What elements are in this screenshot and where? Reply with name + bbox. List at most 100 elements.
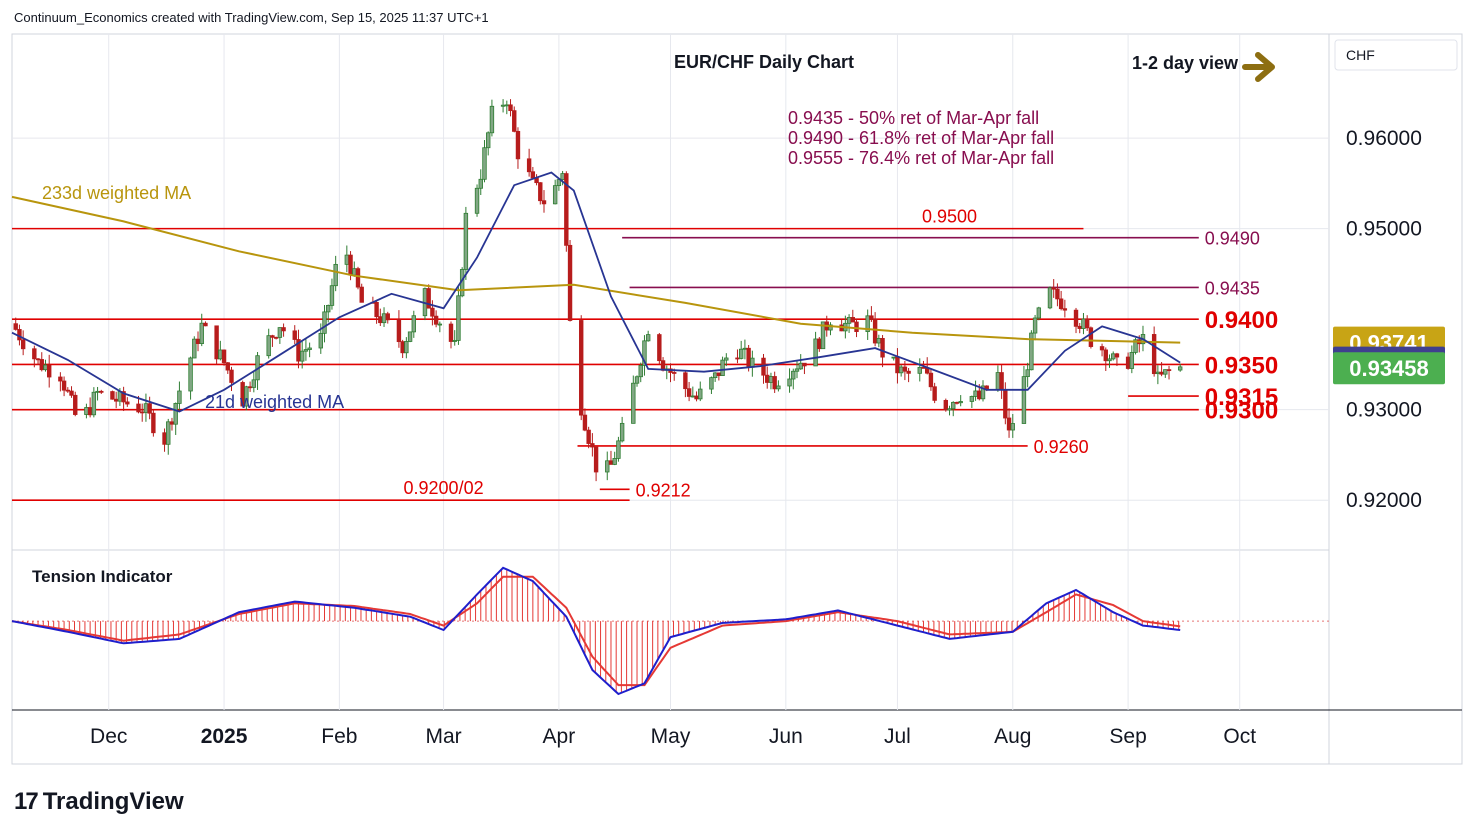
support-resistance-levels: 0.9500 0.9490 0.9435 0.9400 0.9350 0.93150.93…	[12, 207, 1278, 502]
candle-body	[99, 390, 104, 393]
candle-body	[84, 407, 89, 415]
candle-body	[1177, 366, 1183, 371]
candle-body	[113, 398, 119, 402]
candle-body	[95, 390, 100, 393]
candle-body	[582, 414, 588, 431]
candle-body	[854, 321, 859, 332]
candle-body	[709, 377, 714, 390]
level-label: 0.9350	[1205, 352, 1278, 379]
candle-body	[1058, 298, 1064, 310]
candle-body	[173, 403, 178, 425]
candle-body	[787, 378, 792, 387]
candle-body	[151, 412, 156, 434]
candlesticks	[13, 99, 1183, 482]
moving-averages	[11, 171, 1181, 413]
candle-body	[348, 254, 353, 276]
candle-body	[426, 288, 431, 309]
x-tick-label: Oct	[1223, 725, 1256, 748]
candle-body	[917, 367, 922, 374]
last-price-tag: 0.93458	[1349, 356, 1429, 381]
candle-body	[943, 399, 949, 411]
y-tick-label: 0.92000	[1346, 489, 1422, 512]
candle-body	[277, 327, 283, 338]
candle-body	[947, 408, 952, 411]
candle-body	[712, 372, 718, 379]
candle-body	[846, 317, 852, 324]
candle-body	[619, 422, 625, 442]
candle-body	[876, 338, 882, 344]
candle-body	[1077, 325, 1082, 329]
currency-label: CHF	[1346, 47, 1375, 63]
candle-body	[954, 401, 960, 404]
candle-body	[1021, 376, 1027, 424]
candle-body	[1114, 353, 1120, 358]
candle-body	[1081, 318, 1086, 329]
level-label: 0.9490	[1205, 229, 1260, 249]
candle-body	[411, 315, 416, 333]
y-tick-label: 0.96000	[1346, 127, 1422, 150]
candle-body	[188, 357, 193, 392]
candle-body	[928, 372, 934, 388]
candle-body	[820, 321, 826, 350]
arrow-right-icon	[1242, 52, 1275, 82]
tradingview-logo[interactable]: 17 TradingView	[14, 788, 184, 816]
candle-body	[39, 359, 44, 371]
candle-body	[448, 323, 454, 342]
candle-body	[400, 341, 405, 354]
candle-body	[221, 349, 227, 364]
candle-body	[798, 362, 803, 370]
candle-body	[344, 254, 350, 265]
candle-body	[813, 338, 818, 367]
candle-body	[214, 325, 219, 360]
candle-body	[683, 372, 688, 390]
candle-body	[880, 338, 885, 358]
chart-frame	[11, 33, 1463, 765]
candle-body	[456, 295, 461, 341]
candle-body	[906, 370, 911, 374]
tradingview-logo-icon: 17	[14, 788, 39, 815]
candle-body	[299, 350, 305, 362]
candle-body	[281, 327, 286, 332]
candle-body	[872, 319, 878, 344]
candle-body	[765, 374, 770, 383]
candle-body	[515, 130, 521, 160]
candle-body	[478, 178, 483, 189]
candle-body	[136, 403, 141, 413]
candle-body	[828, 324, 833, 331]
candle-body	[1073, 309, 1079, 327]
candle-body	[590, 443, 595, 448]
fib-note-3: 0.9555 - 76.4% ret of Mar-Apr fall	[788, 148, 1054, 168]
candle-body	[672, 372, 677, 374]
x-tick-label: Jul	[884, 725, 911, 748]
candle-body	[251, 379, 257, 388]
candle-body	[225, 362, 230, 371]
candle-body	[977, 390, 982, 400]
candle-body	[634, 376, 640, 384]
candle-body	[20, 339, 26, 350]
candle-body	[147, 403, 152, 414]
candle-body	[333, 263, 338, 287]
x-tick-label: Mar	[425, 725, 461, 748]
currency-box[interactable]	[1334, 39, 1458, 71]
level-label: 0.9315	[1205, 384, 1278, 411]
candle-body	[1055, 288, 1060, 300]
candle-body	[593, 446, 599, 473]
candle-body	[1088, 327, 1094, 347]
candle-body	[486, 132, 491, 149]
candle-body	[865, 315, 870, 332]
candle-body	[13, 323, 18, 330]
candle-body	[1129, 352, 1135, 369]
candle-body	[396, 319, 402, 343]
candle-body	[902, 366, 908, 372]
candle-body	[192, 338, 197, 359]
candle-body	[73, 394, 78, 415]
ma21-label: 21d weighted MA	[205, 392, 344, 412]
x-tick-label: Dec	[90, 725, 127, 748]
candle-body	[724, 357, 729, 361]
candle-body	[318, 332, 323, 349]
level-label: 0.9200/02	[404, 478, 484, 498]
candle-body	[87, 407, 93, 416]
candle-body	[474, 187, 480, 214]
